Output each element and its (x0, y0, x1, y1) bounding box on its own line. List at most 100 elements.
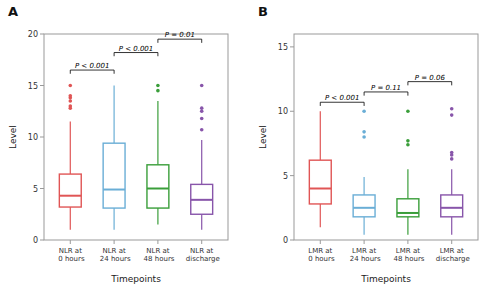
box (191, 184, 213, 214)
whisker-low (201, 214, 202, 229)
whisker-high (201, 140, 202, 184)
x-tick (364, 240, 365, 244)
y-axis-label: Level (258, 125, 268, 149)
x-tick (70, 240, 71, 244)
x-tick-label: NLR at 0 hours (56, 247, 85, 263)
x-tick-label-line: LMR at (396, 247, 420, 255)
median (59, 195, 81, 197)
x-tick (114, 240, 115, 244)
median (191, 199, 213, 201)
y-tick (290, 240, 294, 241)
x-tick-label: NLR at 48 hours (141, 247, 174, 263)
whisker-low (363, 217, 364, 235)
x-tick-label-line: 48 hours (141, 255, 174, 263)
whisker-low (70, 207, 71, 230)
panel: 05101520NLR at 0 hoursNLR at 24 hoursNLR… (8, 4, 228, 284)
y-tick (40, 34, 44, 35)
outlier (156, 89, 160, 93)
outlier (68, 106, 72, 110)
median (309, 188, 331, 190)
x-tick-label: NLR at 24 hours (98, 247, 131, 263)
outlier (68, 99, 72, 103)
significance-bracket (408, 82, 452, 86)
whisker-low (320, 204, 321, 227)
outlier (362, 135, 366, 139)
significance-label: P = 0.06 (415, 74, 446, 82)
y-tick (40, 240, 44, 241)
x-tick-label-line: NLR at (59, 247, 83, 255)
y-tick-label: 0 (283, 236, 288, 245)
median (441, 207, 463, 209)
y-tick (290, 175, 294, 176)
box (103, 143, 125, 208)
whisker-high (320, 111, 321, 160)
whisker-high (363, 177, 364, 195)
outlier (450, 153, 454, 157)
x-tick (157, 240, 158, 244)
data-group (309, 107, 462, 235)
x-tick-label-line: NLR at (190, 247, 214, 255)
x-tick (451, 240, 452, 244)
x-axis-label: Timepoints (360, 274, 411, 284)
box (147, 165, 169, 208)
x-tick-label-line: discharge (434, 255, 470, 263)
whisker-high (113, 86, 114, 144)
x-tick-label-line: 0 hours (306, 255, 335, 263)
y-tick (40, 188, 44, 189)
whisker-low (113, 208, 114, 230)
outlier (406, 109, 410, 113)
outlier (156, 84, 160, 88)
y-tick (40, 137, 44, 138)
x-tick-label: LMR at 24 hours (348, 247, 381, 263)
x-axis-label: Timepoints (110, 274, 161, 284)
box (309, 160, 331, 204)
chart-root: 05101520NLR at 0 hoursNLR at 24 hoursNLR… (0, 0, 500, 298)
outlier (450, 107, 454, 111)
outlier (406, 139, 410, 143)
box (441, 195, 463, 217)
x-tick-label-line: NLR at (146, 247, 170, 255)
x-tick-label-line: LMR at (352, 247, 376, 255)
plot-frame (294, 34, 478, 240)
outlier (450, 157, 454, 161)
outlier (200, 84, 204, 88)
outlier (200, 117, 204, 121)
outlier (68, 96, 72, 100)
x-tick-label-line: 24 hours (348, 255, 381, 263)
significance-bracket (364, 92, 408, 96)
outlier (450, 113, 454, 117)
significance-bracket (114, 53, 158, 57)
outlier (406, 143, 410, 147)
x-tick-label: LMR at 48 hours (391, 247, 424, 263)
whisker-low (157, 208, 158, 224)
x-tick-label: LMR at discharge (434, 247, 470, 263)
whisker-low (407, 217, 408, 235)
x-tick-label-line: discharge (184, 255, 220, 263)
whisker-low (451, 217, 452, 235)
significance-label: P = 0.01 (165, 31, 195, 39)
whisker-high (70, 122, 71, 175)
whisker-high (157, 101, 158, 165)
x-tick-label: NLR at discharge (184, 247, 220, 263)
x-tick (320, 240, 321, 244)
box (353, 195, 375, 217)
x-tick-label-line: LMR at (308, 247, 332, 255)
box (59, 174, 81, 207)
x-tick (407, 240, 408, 244)
x-tick-label-line: LMR at (440, 247, 464, 255)
outlier (362, 130, 366, 134)
panel: 051015LMR at 0 hoursLMR at 24 hoursLMR a… (258, 4, 478, 284)
whisker-high (407, 169, 408, 199)
plot-frame (44, 34, 228, 240)
y-tick (290, 111, 294, 112)
outlier (200, 106, 204, 110)
panel-title: B (258, 4, 268, 19)
x-tick (201, 240, 202, 244)
data-group (59, 84, 212, 230)
x-tick-label-line: 0 hours (56, 255, 85, 263)
y-tick-label: 20 (28, 30, 38, 39)
x-tick-label-line: NLR at (102, 247, 126, 255)
box (397, 199, 419, 217)
outlier (68, 84, 72, 88)
y-tick (290, 46, 294, 47)
